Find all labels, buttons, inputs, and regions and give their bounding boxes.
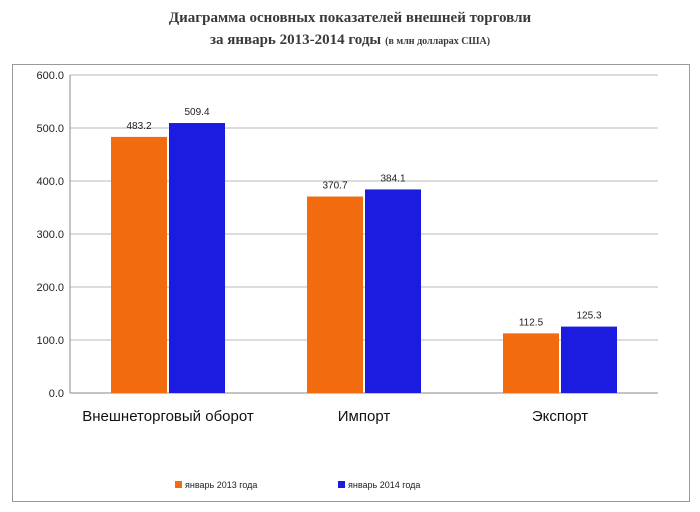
bar [365,189,421,393]
y-tick-label: 400.0 [36,176,64,188]
bar [503,333,559,393]
data-label: 384.1 [380,173,405,184]
bar [111,136,167,394]
chart-title: Диаграмма основных показателей внешней т… [168,10,532,26]
x-category-label: Внешнеторговый оборот [82,408,254,425]
legend-swatch [175,481,182,488]
data-label: 483.2 [126,121,151,132]
bar [561,326,617,393]
chart-units-note: (в млн долларах США) [385,36,491,47]
y-tick-label: 600.0 [36,70,64,82]
data-label: 370.7 [322,181,347,192]
y-tick-label: 200.0 [36,282,64,294]
x-category-label: Импорт [338,408,391,425]
legend-swatch [338,481,345,488]
y-tick-label: 0.0 [49,388,64,400]
chart-subtitle-years: за январь 2013-2014 годы [209,32,382,48]
legend-label: январь 2014 года [348,480,420,490]
chart-subtitle: за январь 2013-2014 годы (в млн долларах … [0,32,700,49]
y-tick-label: 500.0 [36,123,64,135]
data-label: 125.3 [576,311,601,322]
bar [169,123,225,393]
bar [307,196,363,393]
y-tick-label: 100.0 [36,335,64,347]
data-label: 112.5 [519,317,544,328]
x-category-label: Экспорт [532,408,588,425]
y-tick-label: 300.0 [36,229,64,241]
legend-label: январь 2013 года [185,480,257,490]
data-label: 509.4 [184,107,209,118]
